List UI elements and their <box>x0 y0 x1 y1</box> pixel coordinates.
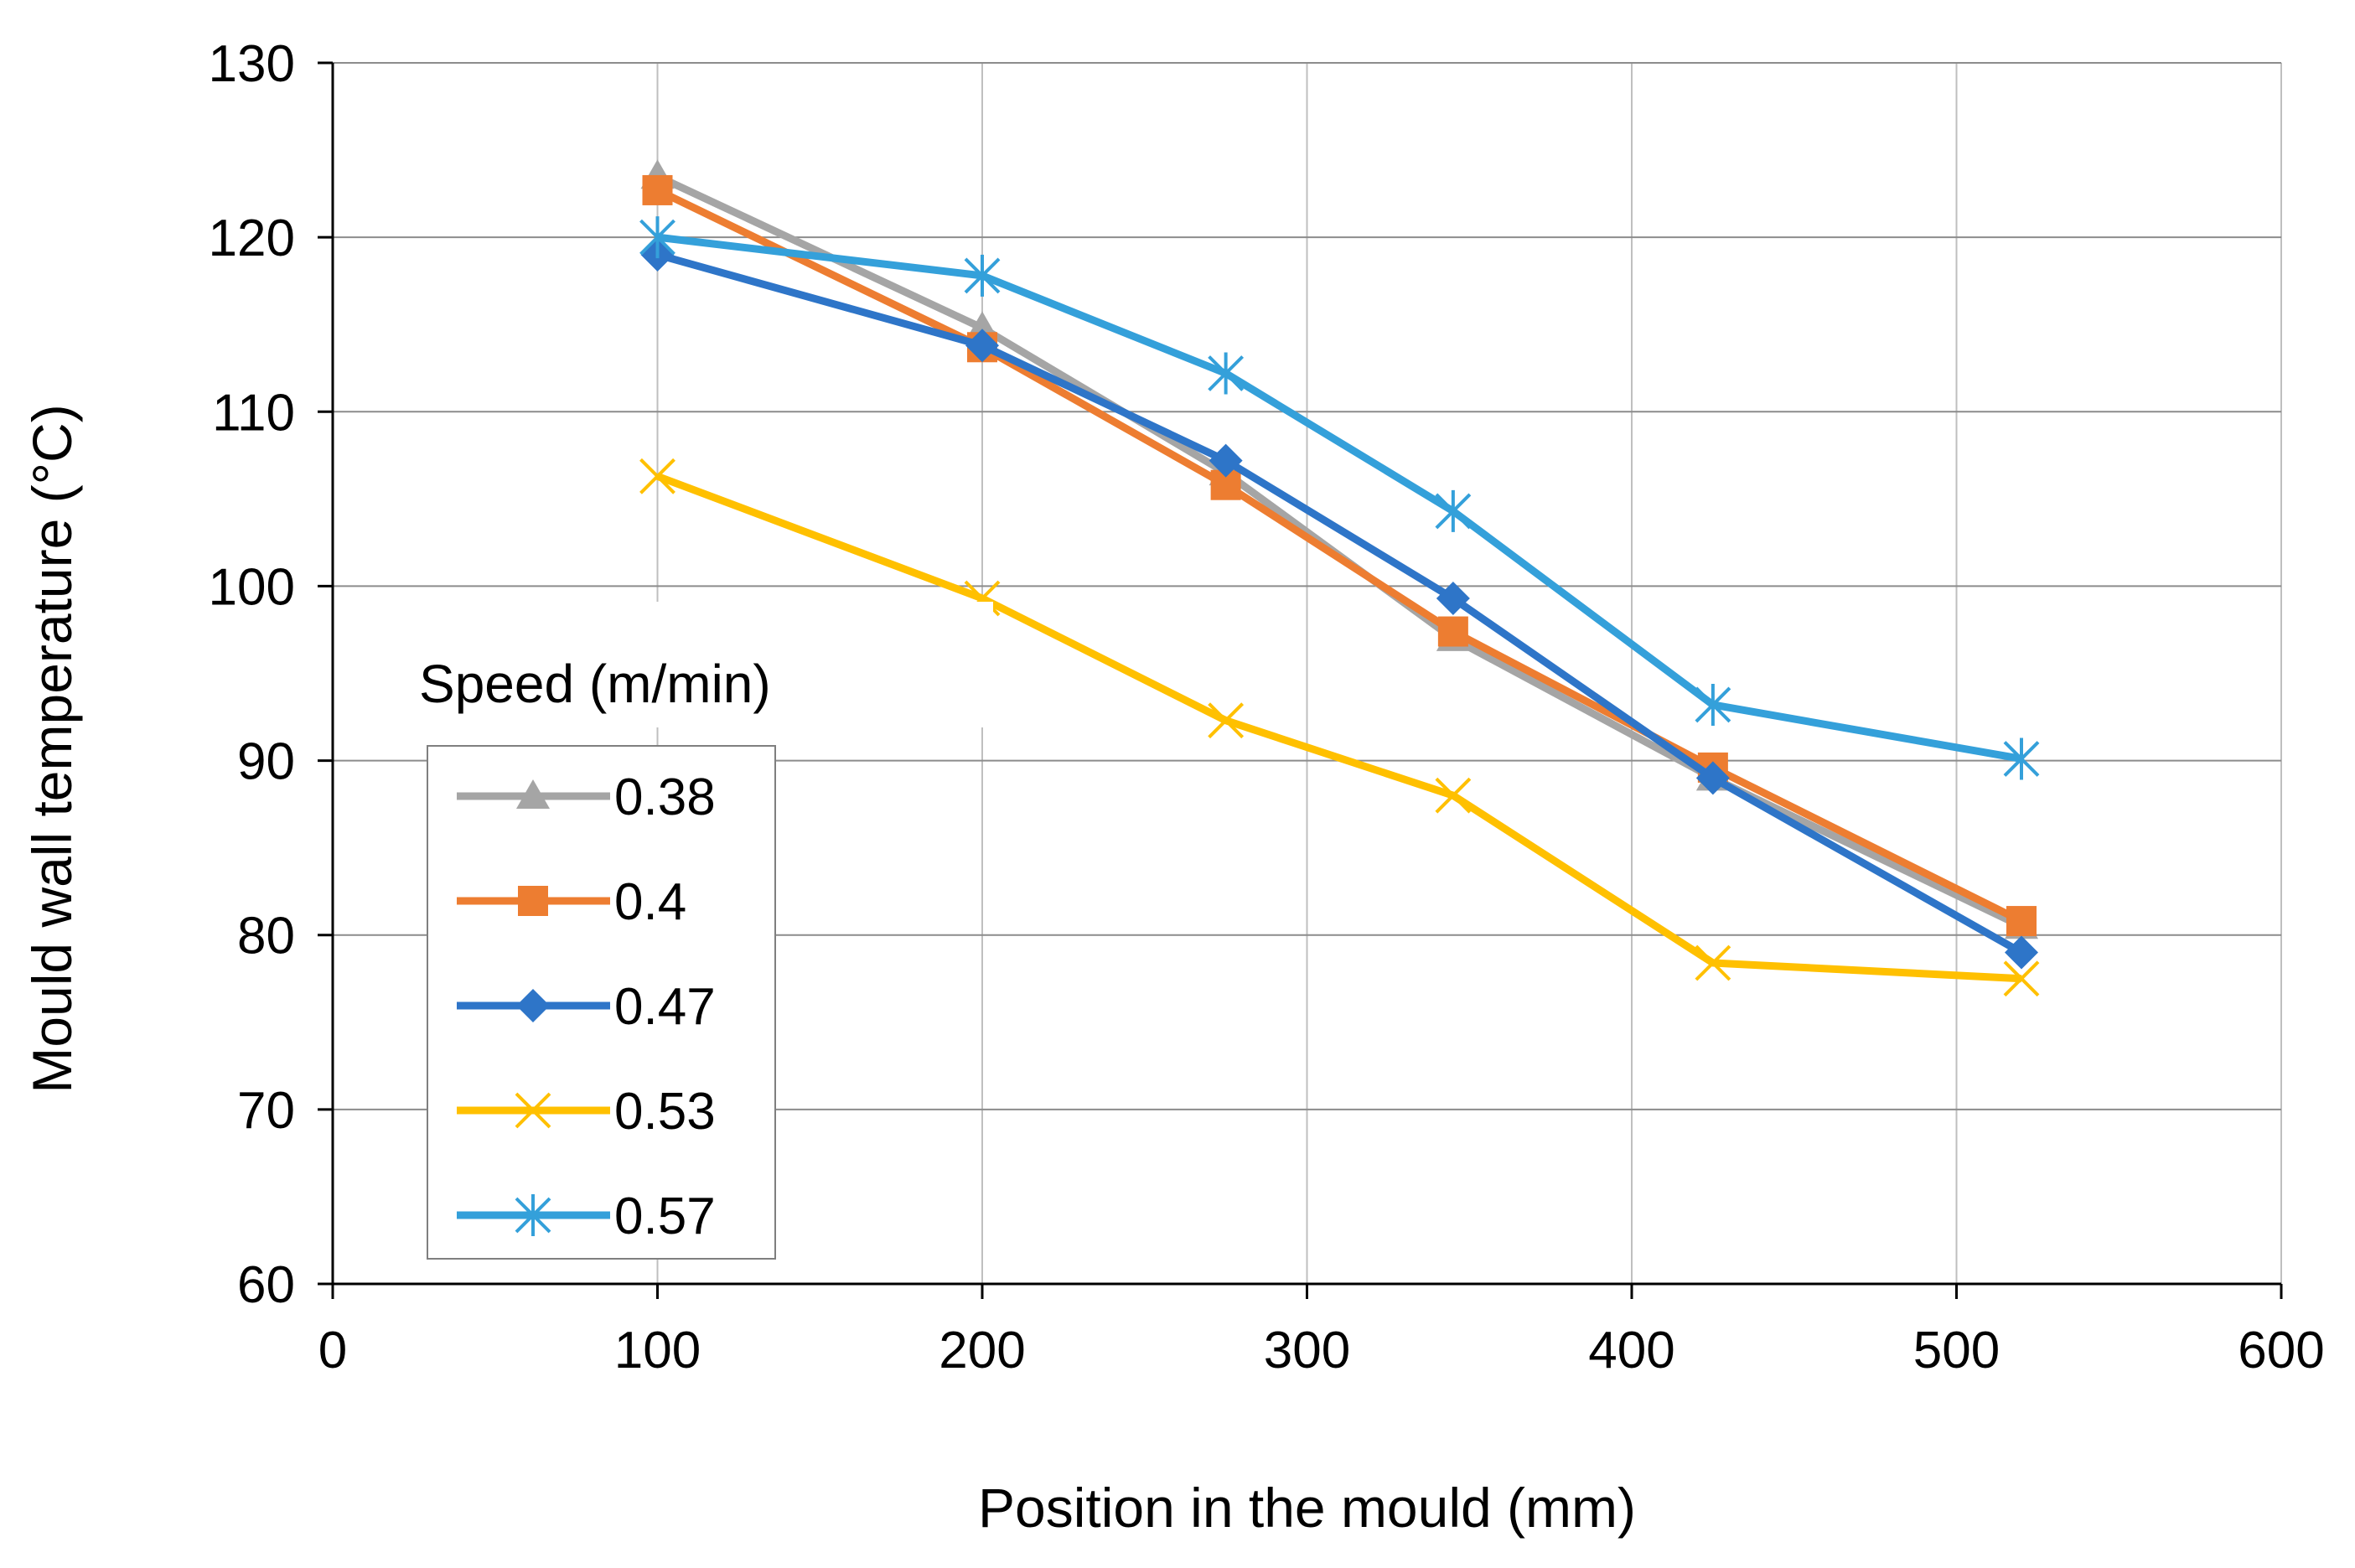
legend-label-0.53: 0.53 <box>614 1083 716 1141</box>
data-point-0.4-345 <box>1437 616 1468 647</box>
data-point-0.57-275 <box>1208 352 1245 395</box>
y-tick-labels: 60 70 80 90 100 110 120 130 <box>209 35 295 1314</box>
data-point-0.53-345 <box>1435 777 1472 814</box>
x-tick-label-100: 100 <box>614 1322 701 1379</box>
series-line-0.47 <box>656 251 2024 956</box>
legend-item-0.4: 0.4 <box>457 873 686 931</box>
x-tick-label-600: 600 <box>2238 1322 2324 1379</box>
x-tick-label-300: 300 <box>1264 1322 1350 1379</box>
data-point-0.53-275-stroke-b <box>1208 702 1245 739</box>
legend-marker-0.4 <box>518 886 548 916</box>
data-point-0.53-425 <box>1695 944 1731 981</box>
legend-marker-0.47 <box>516 989 550 1022</box>
legend-item-0.57: 0.57 <box>457 1188 716 1245</box>
data-point-0.47-345 <box>1436 581 1470 615</box>
legend-item-0.38: 0.38 <box>457 768 716 826</box>
legend-marker-0.53-stroke-b <box>515 1092 551 1129</box>
data-point-0.47-425 <box>1695 761 1730 795</box>
x-axis-title: Position in the mould (mm) <box>978 1477 1636 1539</box>
legend-label-0.4: 0.4 <box>614 873 686 931</box>
data-point-0.4-100 <box>642 174 673 205</box>
data-point-0.57-520 <box>2003 737 2040 780</box>
y-tick-label-130: 130 <box>209 35 295 93</box>
data-point-0.47-200 <box>965 329 999 363</box>
data-point-0.53-520 <box>2003 960 2040 997</box>
data-point-0.53-520-stroke-b <box>2003 960 2040 997</box>
data-point-0.53-100-stroke-b <box>639 458 675 494</box>
data-point-0.47-520 <box>2005 935 2038 970</box>
series-group <box>639 159 2040 997</box>
legend-label-0.57: 0.57 <box>614 1188 716 1245</box>
x-tick-label-200: 200 <box>939 1322 1025 1379</box>
data-point-0.53-345-stroke-b <box>1435 777 1472 814</box>
y-tick-label-60: 60 <box>237 1256 295 1314</box>
legend-item-0.47: 0.47 <box>457 978 716 1036</box>
axes <box>318 61 2283 1299</box>
legend-label-0.38: 0.38 <box>614 768 716 826</box>
legend-marker-0.53 <box>515 1092 551 1129</box>
legend-title: Speed (m/min) <box>419 654 771 714</box>
y-axis-title: Mould wall temperature (°C) <box>21 404 83 1093</box>
series-0.57 <box>639 216 2040 780</box>
x-tick-label-0: 0 <box>318 1322 347 1379</box>
legend-label-0.47: 0.47 <box>614 978 716 1036</box>
y-tick-label-120: 120 <box>209 210 295 267</box>
x-tick-label-400: 400 <box>1588 1322 1674 1379</box>
y-tick-label-80: 80 <box>237 908 295 965</box>
series-line-0.4 <box>655 186 2024 925</box>
series-line-0.57 <box>656 233 2022 763</box>
legend-item-0.53: 0.53 <box>457 1083 716 1141</box>
y-tick-label-70: 70 <box>237 1082 295 1140</box>
series-line-0.53 <box>655 473 2022 983</box>
legend-marker-0.57 <box>515 1194 551 1236</box>
data-point-0.57-345 <box>1435 489 1472 532</box>
legend-marker-0.38 <box>516 779 550 809</box>
y-tick-label-90: 90 <box>237 733 295 791</box>
data-point-0.53-275 <box>1208 702 1245 739</box>
legend-title-background <box>406 602 993 727</box>
legend: 0.38 0.4 0.47 0.53 0.57 <box>457 768 716 1245</box>
series-0.53 <box>639 458 2040 997</box>
x-tick-label-500: 500 <box>1913 1322 2000 1379</box>
data-point-0.57-100 <box>639 216 675 259</box>
data-point-0.47-275 <box>1209 443 1243 478</box>
x-tick-labels: 0 100 200 300 400 500 600 <box>318 1322 2325 1379</box>
data-point-0.4-520 <box>2006 906 2037 937</box>
data-point-0.53-100 <box>639 458 675 494</box>
data-point-0.53-425-stroke-b <box>1695 944 1731 981</box>
data-point-0.57-425 <box>1695 683 1731 726</box>
y-tick-label-110: 110 <box>212 384 295 442</box>
data-point-0.57-200 <box>964 254 1001 297</box>
y-tick-label-100: 100 <box>209 558 295 616</box>
